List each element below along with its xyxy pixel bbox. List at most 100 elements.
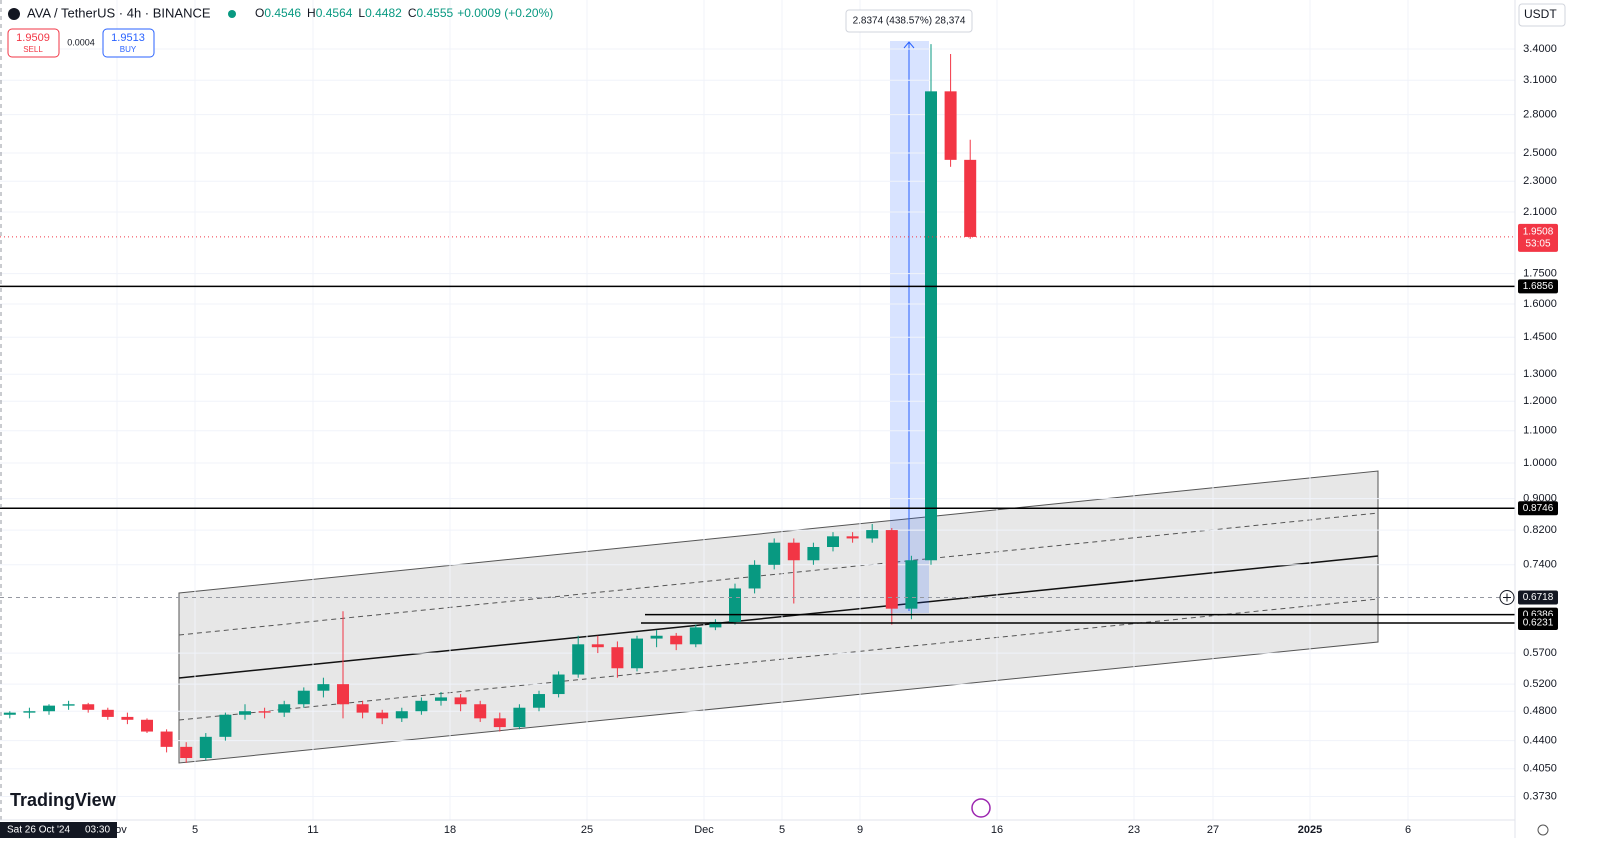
- x-tick-label: 9: [857, 824, 863, 836]
- sell-price: 1.9509: [16, 32, 50, 44]
- buy-button[interactable]: [102, 28, 155, 58]
- x-tick-label: 25: [581, 824, 593, 836]
- crosshair-price: 0.6718: [1523, 592, 1554, 603]
- candle-body: [258, 711, 271, 713]
- candle-body: [631, 638, 643, 669]
- candle-body: [239, 711, 251, 715]
- candle-body: [141, 719, 153, 732]
- candle-body: [866, 530, 879, 539]
- candle-body: [552, 674, 565, 695]
- crosshair-date-box: [0, 822, 117, 838]
- sell-label: SELL: [23, 45, 43, 54]
- ohlc-value: 0.4555: [416, 6, 453, 20]
- candle-body: [709, 621, 722, 628]
- crosshair-price-box: [1518, 590, 1558, 605]
- candle-body: [787, 542, 800, 561]
- candle-body: [729, 588, 741, 622]
- sell-button[interactable]: [7, 28, 60, 58]
- y-tick-label: 1.2000: [1523, 395, 1557, 407]
- buy-label: BUY: [120, 45, 137, 54]
- level-label: 0.8746: [1523, 503, 1554, 514]
- y-tick-label: 0.5200: [1523, 678, 1557, 690]
- channel-quarter: [178, 512, 1379, 636]
- x-tick-label: 5: [779, 824, 785, 836]
- candles: [3, 44, 977, 763]
- y-tick-label: 2.5000: [1523, 147, 1557, 159]
- candle-body: [748, 564, 761, 589]
- y-tick-label: 0.4050: [1523, 763, 1557, 775]
- logo: TradingView: [10, 790, 117, 810]
- y-tick-label: 0.4400: [1523, 735, 1557, 747]
- candle-body: [474, 704, 487, 719]
- status-dot: [228, 10, 236, 18]
- underlay: [0, 0, 1515, 820]
- x-tick-label: 18: [444, 824, 456, 836]
- lightning-icon[interactable]: [971, 798, 991, 818]
- buy-price: 1.9513: [111, 32, 145, 44]
- candle-body: [199, 736, 212, 759]
- candle-body: [317, 684, 330, 691]
- candle-body: [964, 159, 977, 237]
- crosshair-time: 03:30: [85, 825, 110, 836]
- symbol: AVA / TetherUS · 4h · BINANCE: [27, 5, 211, 20]
- candle-body: [356, 704, 369, 713]
- candle-body: [454, 697, 467, 705]
- candle-body: [82, 704, 95, 710]
- measure-label-box: [845, 9, 973, 33]
- ohlc-key: H: [307, 6, 316, 20]
- candle-body: [297, 690, 310, 705]
- y-tick-label: 0.5700: [1523, 647, 1557, 659]
- candle-body: [513, 707, 526, 728]
- y-tick-label: 0.4800: [1523, 705, 1557, 717]
- candle-body: [415, 700, 428, 712]
- candle-body: [905, 560, 918, 609]
- settings-icon[interactable]: [1537, 824, 1549, 836]
- currency-button[interactable]: [1518, 3, 1566, 27]
- candle-body: [611, 647, 624, 669]
- ohlc-key: O: [255, 6, 264, 20]
- ohlc-value: 0.4482: [365, 6, 402, 20]
- y-tick-label: 1.0000: [1523, 457, 1557, 469]
- ohlc-key: C: [408, 6, 417, 20]
- y-tick-label: 2.8000: [1523, 109, 1557, 121]
- candle-body: [591, 644, 604, 648]
- candle-body: [846, 536, 859, 539]
- symbol-icon: [8, 8, 20, 20]
- candle-body: [376, 712, 389, 719]
- y-tick-label: 1.4500: [1523, 331, 1557, 343]
- ohlc-value: 0.4564: [316, 6, 353, 20]
- currency: USDT: [1524, 7, 1557, 21]
- x-tick-label: 16: [991, 824, 1003, 836]
- overlay: [0, 0, 1515, 820]
- channel-quarter: [178, 598, 1379, 721]
- channel-mid: [178, 555, 1379, 679]
- candle-body: [533, 694, 545, 708]
- x-tick-label: 27: [1207, 824, 1219, 836]
- crosshair-date: Sat 26 Oct '24: [7, 825, 70, 836]
- y-tick-label: 3.1000: [1523, 74, 1557, 86]
- candle-body: [62, 704, 75, 706]
- level-label-box: [1518, 279, 1558, 294]
- candle-body: [180, 746, 193, 759]
- candle-body: [278, 704, 291, 713]
- x-tick-label: 23: [1128, 824, 1140, 836]
- candle-body: [944, 91, 957, 160]
- candle-body: [670, 635, 683, 645]
- y-tick-label: 0.7400: [1523, 559, 1557, 571]
- candle-body: [572, 644, 585, 675]
- y-tick-label: 3.4000: [1523, 43, 1557, 55]
- candle-body: [689, 627, 702, 645]
- last-price-label: 1.9508: [1523, 227, 1554, 238]
- candle-body: [493, 718, 506, 728]
- level-label: 0.6231: [1523, 618, 1554, 629]
- candle-body: [435, 697, 447, 701]
- level-label: 0.6386: [1523, 609, 1554, 620]
- candle-body: [101, 709, 114, 717]
- measure-label: 2.8374 (438.57%) 28,374: [853, 16, 966, 27]
- candle-body: [768, 542, 781, 565]
- x-tick-label: 5: [192, 824, 198, 836]
- candle-body: [337, 684, 349, 705]
- measure-arrowhead: [903, 41, 915, 49]
